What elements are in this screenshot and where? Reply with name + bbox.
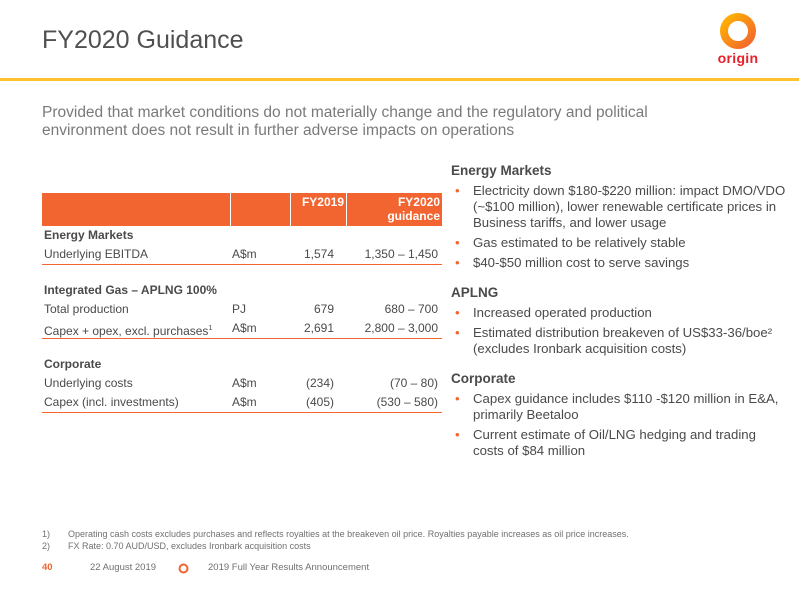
energy-markets-heading: Energy Markets <box>451 163 552 178</box>
header-fy2019: FY2019 <box>301 195 344 209</box>
row-fy2020: (70 – 80) <box>389 376 438 390</box>
row-fy2019: 2,691 <box>303 321 334 335</box>
logo-wordmark: origin <box>717 50 759 66</box>
slide-subtitle: Provided that market conditions do not m… <box>42 104 648 139</box>
section-heading-label: Integrated Gas – APLNG 100% <box>44 283 217 297</box>
row-fy2019: 1,574 <box>303 247 334 261</box>
row-unit: A$m <box>232 247 257 261</box>
section-heading-corporate: Corporate <box>42 355 442 374</box>
row-label: Underlying EBITDA <box>44 247 149 261</box>
row-fy2019: 679 <box>313 302 334 316</box>
section-heading-label: Corporate <box>44 357 102 371</box>
title-rule <box>0 78 799 81</box>
energy-markets-bullets: Electricity down $180-$220 million: impa… <box>451 183 786 271</box>
row-label: Total production <box>44 302 129 316</box>
header-divider <box>346 193 347 226</box>
section-heading-integrated-gas: Integrated Gas – APLNG 100% <box>42 281 442 300</box>
table-header: FY2019 FY2020 guidance <box>42 193 442 226</box>
row-label: Underlying costs <box>44 376 133 390</box>
table-row: Underlying EBITDA A$m 1,574 1,350 – 1,45… <box>42 245 442 265</box>
bullet-item: Capex guidance includes $110 -$120 milli… <box>451 391 786 423</box>
bullet-item: $40-$50 million cost to serve savings <box>451 255 786 271</box>
footnote-mark: 1 <box>208 325 213 332</box>
header-divider <box>230 193 231 226</box>
header-divider <box>290 193 291 226</box>
corporate-bullets: Capex guidance includes $110 -$120 milli… <box>451 391 786 459</box>
table-row: Total production PJ 679 680 – 700 <box>42 300 442 319</box>
row-fy2020: 2,800 – 3,000 <box>364 321 438 335</box>
row-unit: A$m <box>232 376 257 390</box>
aplng-bullets: Increased operated production Estimated … <box>451 305 786 357</box>
footnote-number: 1) <box>42 529 51 539</box>
table-row: Underlying costs A$m (234) (70 – 80) <box>42 374 442 393</box>
bullet-item: Electricity down $180-$220 million: impa… <box>451 183 786 231</box>
table-row: Capex (incl. investments) A$m (405) (530… <box>42 393 442 413</box>
bullet-item: Increased operated production <box>451 305 786 321</box>
row-unit: PJ <box>232 302 247 316</box>
bullet-item: Estimated distribution breakeven of US$3… <box>451 325 786 357</box>
table-row: Capex + opex, excl. purchases1 A$m 2,691… <box>42 319 442 339</box>
origin-logo-icon <box>720 13 756 49</box>
section-heading-label: Energy Markets <box>44 228 134 242</box>
header-fy2020-guidance: FY2020 guidance <box>387 195 440 223</box>
row-fy2019: (405) <box>305 395 334 409</box>
row-fy2020: 680 – 700 <box>384 302 438 316</box>
aplng-heading: APLNG <box>451 285 499 300</box>
footnote-number: 2) <box>42 541 51 551</box>
origin-logo: origin <box>712 12 764 70</box>
bullet-item: Gas estimated to be relatively stable <box>451 235 786 251</box>
footnote-2: 2) FX Rate: 0.70 AUD/USD, excludes Ironba… <box>42 541 311 551</box>
footnote-text: Operating cash costs excludes purchases … <box>68 529 629 539</box>
footer-date: 22 August 2019 <box>90 562 157 573</box>
row-label-text: Capex + opex, excl. purchases <box>44 324 209 338</box>
footer-presentation-title: 2019 Full Year Results Announcement <box>208 562 370 573</box>
page-number: 40 <box>42 562 53 573</box>
slide-title: FY2020 Guidance <box>42 26 244 54</box>
guidance-table: FY2019 FY2020 guidance Energy Markets Un… <box>42 193 442 413</box>
commentary-column: Energy Markets Electricity down $180-$22… <box>451 163 786 473</box>
footnote-text: FX Rate: 0.70 AUD/USD, excludes Ironbark… <box>68 541 311 551</box>
origin-ring-icon <box>178 563 189 574</box>
footnote-1: 1) Operating cash costs excludes purchase… <box>42 529 629 539</box>
row-fy2019: (234) <box>305 376 334 390</box>
bullet-item: Current estimate of Oil/LNG hedging and … <box>451 427 786 459</box>
row-unit: A$m <box>232 395 257 409</box>
row-unit: A$m <box>232 321 257 335</box>
row-label: Capex (incl. investments) <box>44 395 179 409</box>
section-heading-energy-markets: Energy Markets <box>42 226 442 245</box>
row-label: Capex + opex, excl. purchases1 <box>44 319 212 341</box>
row-fy2020: (530 – 580) <box>376 395 438 409</box>
corporate-heading: Corporate <box>451 371 516 386</box>
row-fy2020: 1,350 – 1,450 <box>364 247 438 261</box>
